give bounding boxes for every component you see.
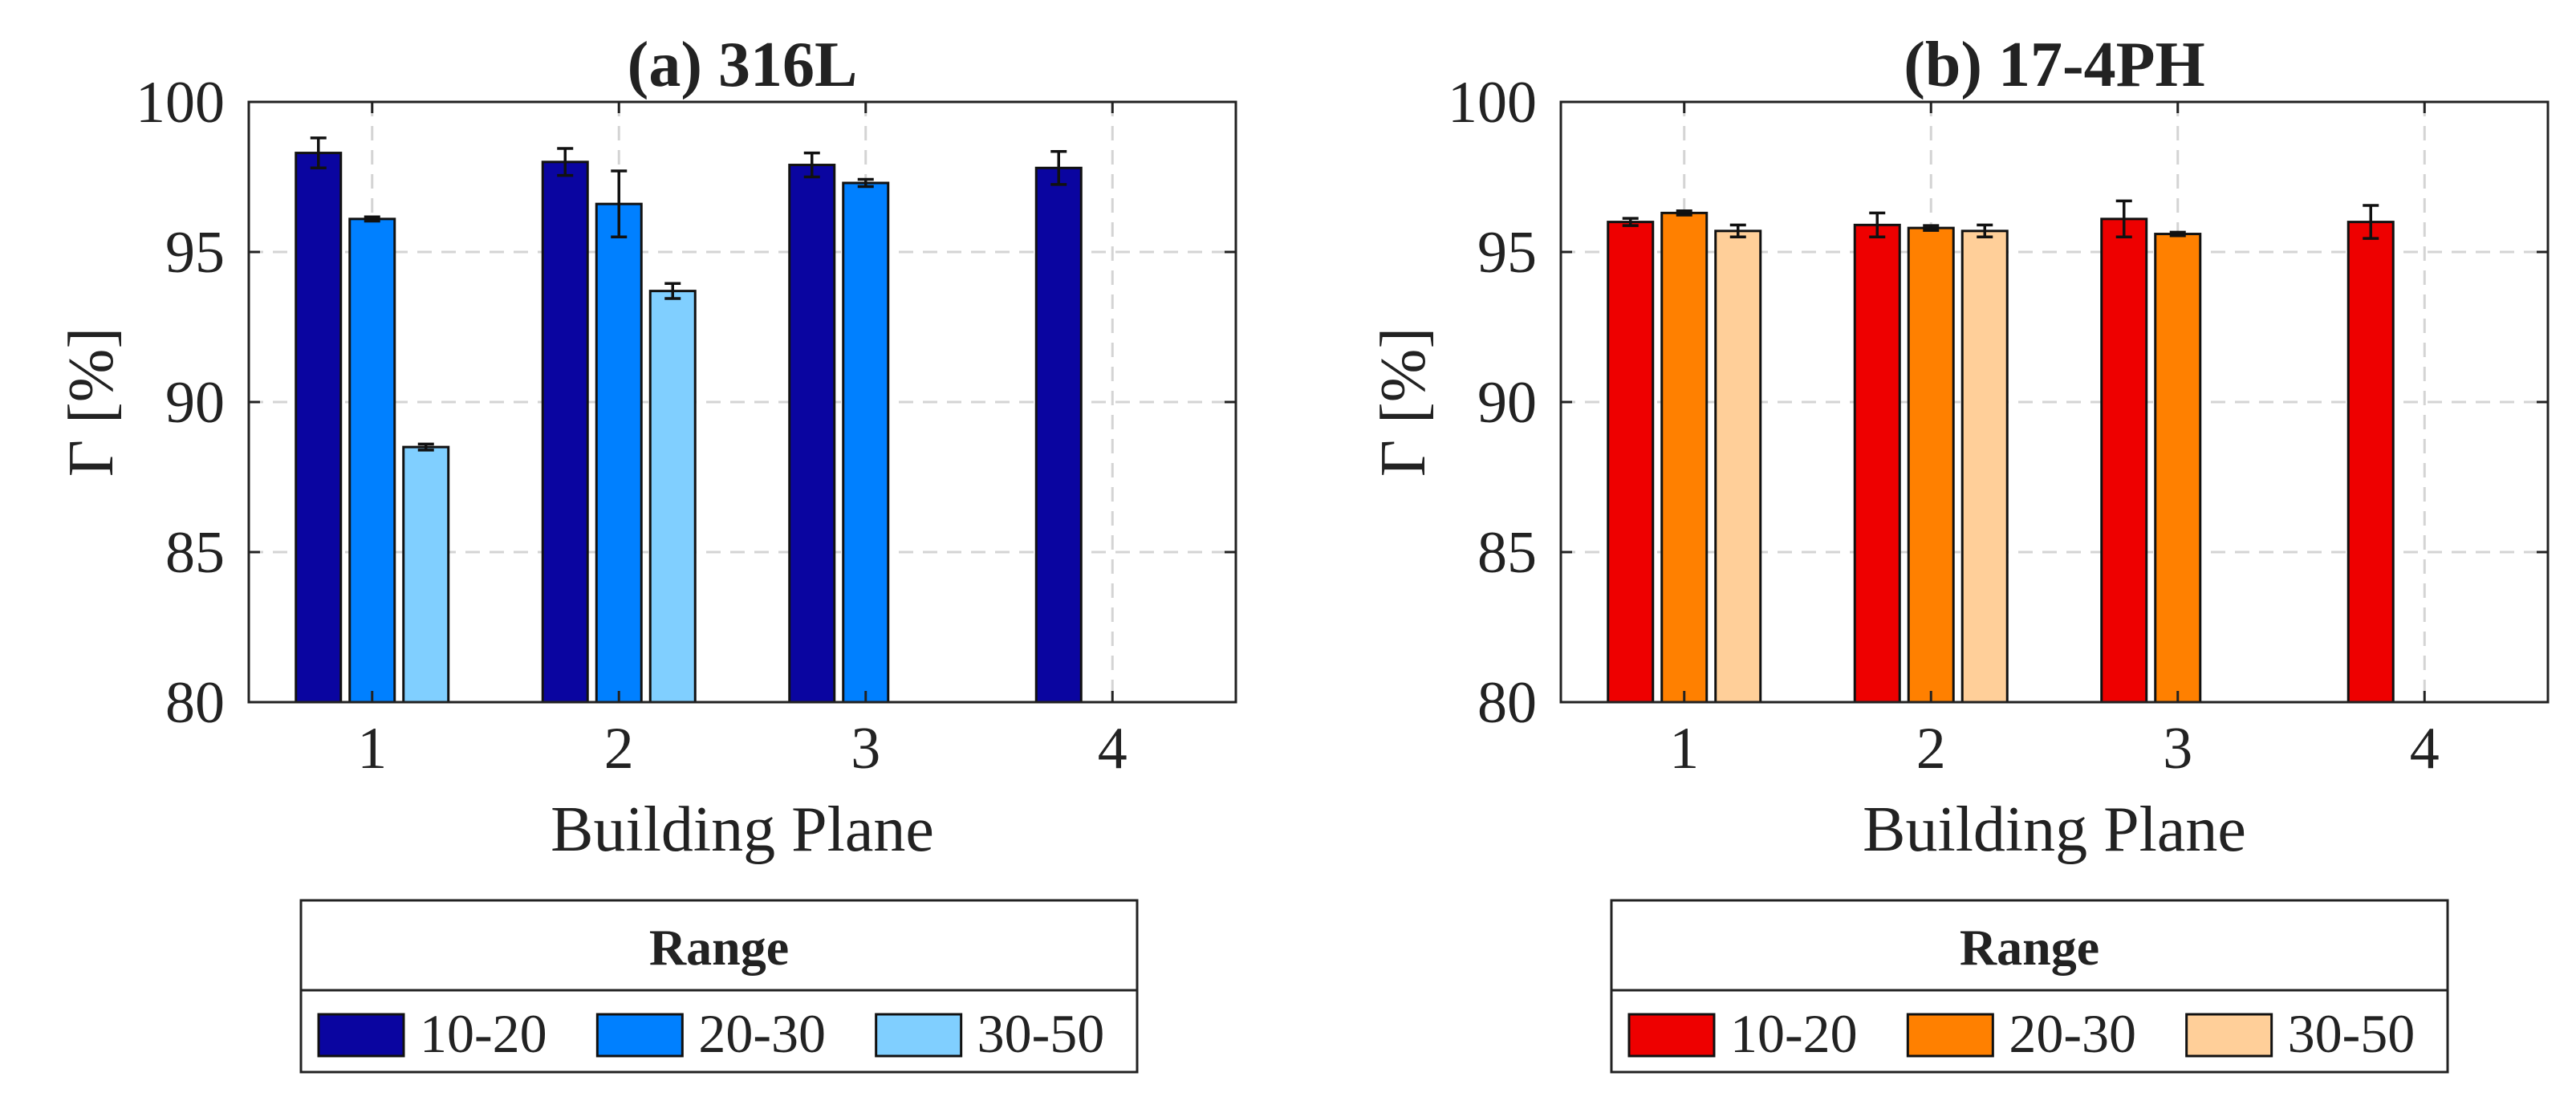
bar-series-20-30-cat-3: [842, 181, 890, 704]
bar-series-30-50-cat-1: [402, 445, 450, 704]
x-axis-label: Building Plane: [551, 794, 934, 865]
bar-series-20-30-cat-1: [1660, 211, 1709, 704]
y-tick-label: 85: [165, 520, 225, 586]
legend-box: [1610, 899, 2449, 1074]
x-tick-label: 1: [357, 716, 387, 782]
bar-series-10-20-cat-3: [2100, 217, 2148, 704]
bar-series-10-20-cat-1: [295, 152, 343, 704]
y-axis-label: Γ [%]: [56, 327, 127, 477]
bar-series-10-20-cat-2: [1853, 223, 1901, 704]
y-tick-label: 90: [1477, 370, 1537, 436]
legend-swatch-20-30: [1906, 1013, 1994, 1058]
panel-17-4ph: 80 85 90 95 100 1 2 3 4 (b) 17-4PH Building Plane Γ…: [1368, 30, 2550, 1074]
legend-swatch-10-20: [317, 1013, 405, 1058]
bar-series-20-30-cat-2: [1907, 226, 1955, 704]
chart-title: (b) 17-4PH: [1904, 30, 2205, 100]
x-axis-label: Building Plane: [1863, 794, 2246, 865]
legend-swatch-30-50: [2185, 1013, 2273, 1058]
legend-box: [299, 899, 1139, 1074]
y-tick-label: 90: [165, 370, 225, 436]
y-tick-label: 85: [1477, 520, 1537, 586]
legend-title: Range: [1960, 919, 2099, 976]
bar-series-10-20-cat-4: [2346, 221, 2395, 704]
legend-label-10-20: 10-20: [420, 1003, 547, 1064]
legend-label-20-30: 20-30: [2009, 1003, 2136, 1064]
legend-title: Range: [649, 919, 789, 976]
y-axis-label: Γ [%]: [1368, 327, 1439, 477]
y-tick-label: 95: [1477, 220, 1537, 286]
bar-series-20-30-cat-1: [348, 217, 396, 704]
x-tick-label: 2: [1916, 716, 1946, 782]
x-tick-label: 3: [851, 716, 880, 782]
chart-title: (a) 316L: [628, 30, 858, 100]
legend-swatch-10-20: [1627, 1013, 1716, 1058]
bar-series-30-50-cat-2: [648, 290, 697, 704]
x-tick-label: 3: [2163, 716, 2192, 782]
legend-label-10-20: 10-20: [1730, 1003, 1858, 1064]
panel-316l: 80 85 90 95 100 1 2 3 4 (a) 316L Building Plane Γ […: [56, 30, 1237, 1074]
y-tick-label: 100: [136, 70, 225, 136]
bar-series-30-50-cat-1: [1714, 230, 1762, 704]
x-tick-label: 2: [604, 716, 634, 782]
legend-swatch-20-30: [595, 1013, 684, 1058]
y-tick-label: 80: [165, 670, 225, 736]
x-tick-label: 4: [2410, 716, 2440, 782]
legend-label-30-50: 30-50: [2288, 1003, 2416, 1064]
bar-series-20-30-cat-3: [2154, 233, 2202, 704]
x-tick-label: 4: [1098, 716, 1128, 782]
y-tick-label: 80: [1477, 670, 1537, 736]
bar-series-20-30-cat-2: [595, 202, 643, 704]
legend-label-20-30: 20-30: [698, 1003, 826, 1064]
y-tick-label: 100: [1448, 70, 1537, 136]
legend-swatch-30-50: [875, 1013, 963, 1058]
bar-series-10-20-cat-1: [1607, 221, 1655, 704]
x-tick-label: 1: [1669, 716, 1699, 782]
y-tick-label: 95: [165, 220, 225, 286]
bar-series-10-20-cat-3: [788, 164, 836, 704]
bar-series-10-20-cat-2: [541, 160, 589, 704]
bar-series-10-20-cat-4: [1034, 166, 1083, 704]
legend-label-30-50: 30-50: [977, 1003, 1105, 1064]
bar-series-30-50-cat-2: [1960, 230, 2009, 704]
